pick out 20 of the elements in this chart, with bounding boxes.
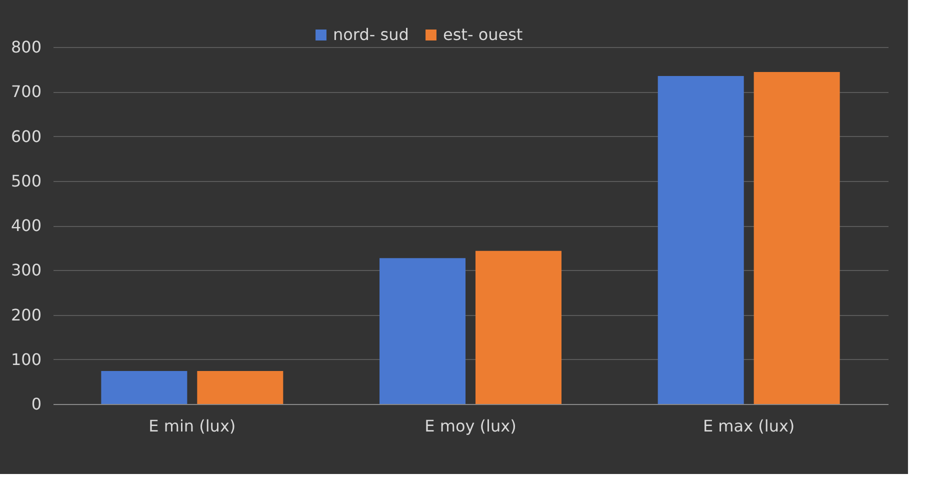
y-tick-label: 600: [10, 126, 42, 146]
y-tick-label: 100: [10, 350, 42, 369]
legend-label: nord- sud: [333, 25, 409, 44]
bar: [380, 258, 466, 404]
bar: [658, 76, 744, 404]
bar: [754, 72, 840, 404]
x-tick-label: E moy (lux): [424, 416, 516, 436]
y-tick-label: 700: [10, 82, 42, 102]
y-tick-label: 200: [10, 305, 42, 324]
x-tick-label: E min (lux): [148, 416, 236, 436]
y-tick-label: 500: [10, 171, 42, 190]
y-tick-label: 800: [10, 38, 42, 56]
x-tick-label: E max (lux): [702, 416, 795, 436]
legend-label: est- ouest: [443, 25, 523, 44]
y-tick-label: 300: [10, 260, 42, 280]
bar: [101, 370, 188, 404]
y-tick-label: 400: [10, 216, 42, 235]
bar: [197, 370, 284, 404]
bar: [475, 250, 562, 404]
y-tick-label: 0: [31, 394, 42, 414]
